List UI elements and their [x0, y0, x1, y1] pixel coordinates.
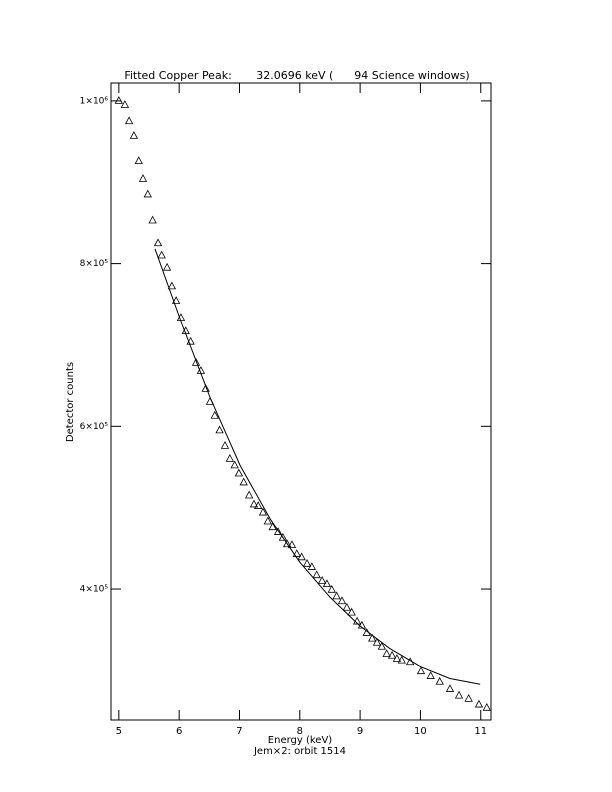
y-tick-label: 8×10⁵: [80, 259, 109, 269]
y-axis-label: Detector counts: [65, 362, 76, 442]
data-point: [317, 576, 327, 584]
data-point: [201, 384, 210, 392]
data-point: [148, 215, 157, 224]
x-tick-label: 10: [414, 726, 427, 737]
data-point: [342, 602, 352, 611]
data-point: [114, 96, 124, 104]
data-point: [416, 666, 426, 675]
data-point: [134, 156, 143, 164]
data-point: [327, 584, 336, 593]
data-point: [234, 468, 244, 477]
y-tick-label: 1×10⁶: [80, 96, 109, 106]
data-point: [282, 539, 292, 548]
data-point: [239, 477, 248, 486]
data-point: [368, 633, 377, 642]
footer: Jem×2: orbit 1514: [253, 746, 346, 757]
data-point: [157, 250, 166, 259]
x-tick-label: 8: [297, 726, 303, 737]
data-point: [322, 579, 332, 588]
data-point: [337, 596, 347, 605]
data-point: [382, 649, 391, 658]
data-point: [292, 549, 301, 557]
data-point: [287, 540, 297, 548]
data-point: [377, 641, 386, 650]
data-point: [254, 501, 263, 509]
x-tick-label: 6: [176, 726, 182, 737]
data-point: [230, 460, 239, 469]
fit-line: [154, 248, 481, 685]
data-point: [397, 655, 406, 664]
data-point: [392, 654, 402, 662]
x-tick-label: 11: [474, 726, 487, 737]
plot-frame: [110, 82, 492, 721]
data-point: [278, 532, 288, 541]
data-point: [220, 440, 230, 449]
data-point: [153, 238, 163, 247]
data-point: [482, 702, 491, 711]
data-point: [273, 527, 283, 535]
data-point: [244, 490, 254, 499]
data-point: [372, 637, 382, 646]
data-point: [263, 516, 272, 525]
data-point: [249, 499, 259, 508]
data-point: [387, 650, 397, 659]
data-point: [332, 591, 341, 600]
x-tick-label: 7: [236, 726, 242, 737]
data-point: [191, 358, 201, 366]
data-point: [307, 562, 317, 570]
data-point: [124, 116, 134, 125]
data-point: [297, 552, 306, 561]
data-point: [268, 522, 277, 531]
data-point: [120, 100, 130, 108]
data-point: [210, 410, 219, 419]
data-point: [167, 281, 177, 290]
data-point: [464, 694, 473, 702]
data-point: [138, 174, 148, 182]
data-point: [312, 570, 321, 579]
data-point: [302, 558, 312, 567]
data-point: [347, 607, 356, 616]
chart-title: Fitted Copper Peak: 32.0696 keV ( 94 Sci…: [124, 69, 469, 82]
data-point: [474, 699, 484, 708]
data-point: [143, 189, 152, 198]
data-point: [129, 131, 139, 139]
data-point: [258, 507, 268, 516]
x-axis-label: Energy (keV): [268, 735, 333, 746]
data-point: [454, 690, 464, 699]
data-point: [162, 262, 172, 271]
data-point: [445, 684, 455, 692]
data-point: [215, 425, 224, 434]
x-tick-label: 5: [116, 726, 122, 737]
data-point: [171, 296, 181, 304]
x-tick-label: 9: [357, 726, 363, 737]
y-tick-label: 6×10⁵: [80, 422, 109, 432]
data-point: [352, 616, 362, 625]
data-point: [435, 676, 444, 685]
data-point: [426, 671, 435, 679]
data-point: [357, 620, 367, 629]
y-tick-label: 4×10⁵: [80, 585, 109, 595]
data-point: [225, 454, 234, 462]
